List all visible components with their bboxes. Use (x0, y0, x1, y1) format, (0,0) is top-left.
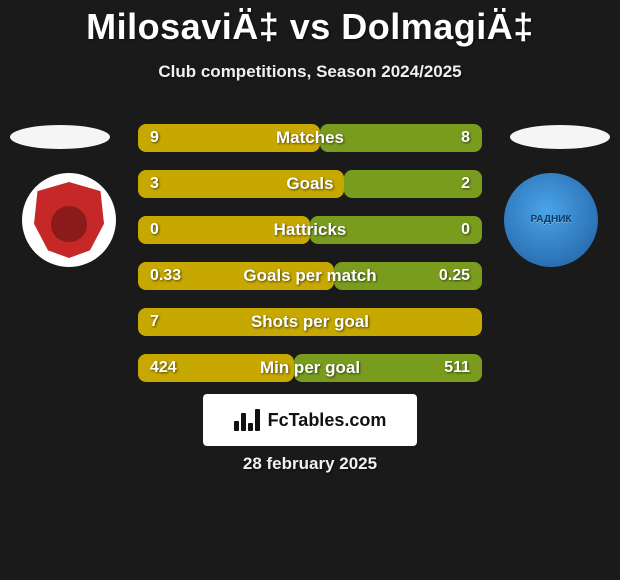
shield-icon (34, 182, 104, 258)
stat-value-right: 0.25 (439, 262, 470, 290)
stat-value-right: 8 (461, 124, 470, 152)
stat-value-right: 511 (444, 354, 470, 382)
stat-value-left: 3 (150, 170, 159, 198)
bar-right-fill (310, 216, 482, 244)
page-title: MilosaviÄ‡ vs DolmagiÄ‡ (0, 0, 620, 48)
team-badge-right: РАДНИК (504, 173, 598, 267)
right-ellipse-shadow (510, 125, 610, 149)
fctables-watermark: FcTables.com (203, 394, 417, 446)
stat-row: 0.330.25Goals per match (138, 262, 482, 290)
stat-row: 00Hattricks (138, 216, 482, 244)
bar-left-fill (138, 216, 310, 244)
stat-value-left: 7 (150, 308, 159, 336)
stat-value-left: 0.33 (150, 262, 181, 290)
team-badge-left (22, 173, 116, 267)
badge-text: РАДНИК (515, 184, 587, 256)
bar-left-fill (138, 308, 482, 336)
subtitle: Club competitions, Season 2024/2025 (0, 62, 620, 82)
stats-bars: 98Matches32Goals00Hattricks0.330.25Goals… (138, 124, 482, 400)
stat-value-right: 2 (461, 170, 470, 198)
stat-row: 98Matches (138, 124, 482, 152)
bar-left-fill (138, 170, 344, 198)
date-label: 28 february 2025 (0, 454, 620, 474)
stat-value-left: 9 (150, 124, 159, 152)
left-ellipse-shadow (10, 125, 110, 149)
comparison-card: MilosaviÄ‡ vs DolmagiÄ‡ Club competition… (0, 0, 620, 580)
stat-row: 424511Min per goal (138, 354, 482, 382)
bar-left-fill (138, 124, 320, 152)
stat-value-right: 0 (461, 216, 470, 244)
stat-row: 32Goals (138, 170, 482, 198)
stat-row: 7Shots per goal (138, 308, 482, 336)
bar-chart-icon (234, 409, 262, 431)
stat-value-left: 424 (150, 354, 177, 382)
bar-right-fill (320, 124, 482, 152)
stat-value-left: 0 (150, 216, 159, 244)
fctables-label: FcTables.com (268, 410, 387, 431)
